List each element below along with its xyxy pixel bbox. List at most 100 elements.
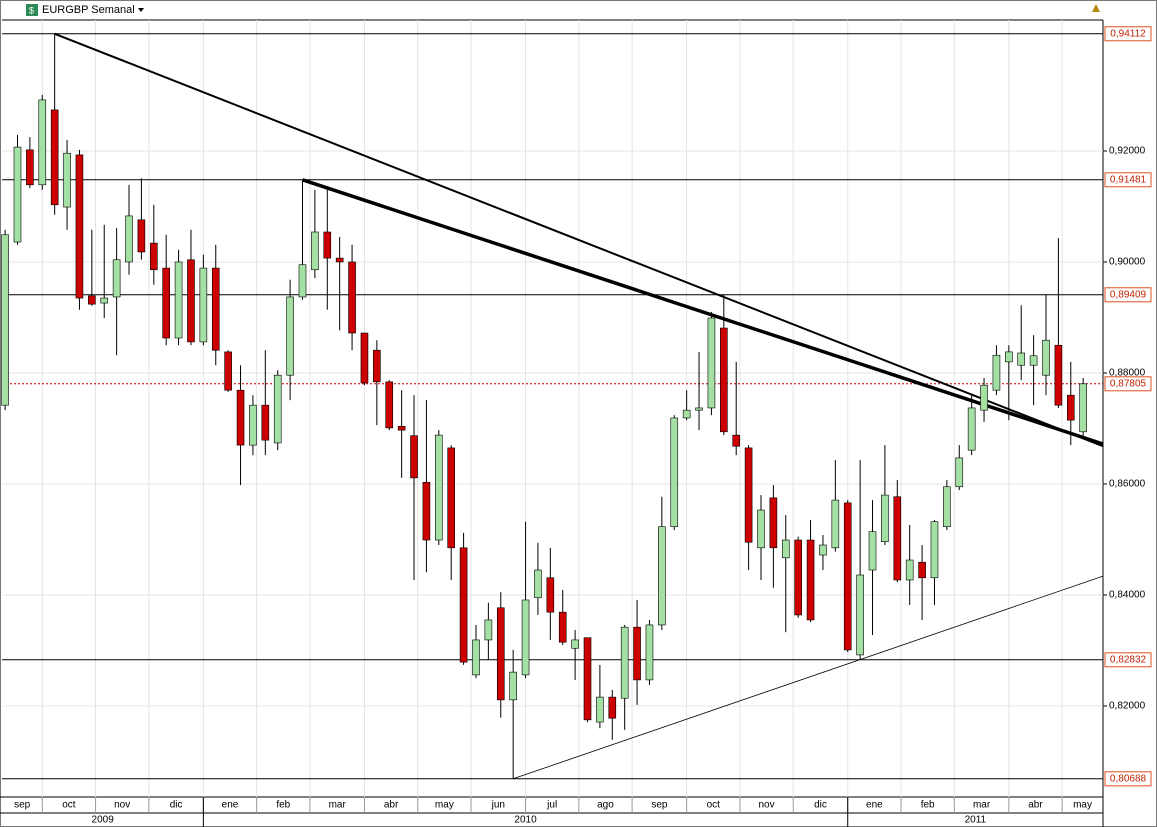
level-box: [1104, 172, 1152, 188]
header: $ EURGBP Semanal: [26, 4, 1100, 16]
candle-body: [397, 425, 406, 431]
candle-body: [534, 569, 542, 599]
level-label: 0,80688: [1110, 773, 1147, 784]
candle-body: [868, 531, 877, 571]
candle-body: [744, 447, 753, 543]
candle-body: [88, 295, 96, 305]
level-label: 0,87805: [1110, 378, 1147, 389]
candle-body: [286, 296, 294, 376]
candle-body: [967, 407, 976, 451]
candle-body: [682, 409, 691, 419]
candle-body: [806, 539, 815, 621]
x-tick-label: mar: [329, 800, 347, 811]
candle-body: [558, 611, 567, 643]
candle-body: [769, 497, 778, 549]
candle-body: [881, 494, 889, 542]
y-tick-label: 0,84000: [1109, 590, 1146, 601]
candle-body: [224, 351, 232, 391]
x-tick-label: abr: [384, 800, 399, 811]
candle-body: [1054, 344, 1063, 406]
x-tick-label: ene: [222, 800, 239, 811]
candle-body: [149, 242, 158, 271]
x-tick-label: abr: [1028, 800, 1043, 811]
candle-body: [670, 417, 679, 528]
candle-body: [781, 539, 790, 559]
candle-body: [707, 317, 716, 409]
candle-body: [26, 149, 34, 186]
year-label: 2011: [965, 815, 987, 826]
candle-body: [980, 384, 988, 411]
candle-body: [63, 152, 71, 208]
y-tick-label: 0,86000: [1109, 479, 1146, 490]
candle-body: [794, 539, 802, 616]
x-tick-label: may: [1073, 800, 1092, 811]
candle-body: [583, 637, 592, 721]
candle-body: [633, 626, 641, 681]
candle-body: [360, 332, 369, 384]
candle-body: [596, 696, 604, 723]
candle-body: [521, 599, 530, 676]
candle-body: [918, 561, 926, 579]
icon-glyph: $: [29, 5, 34, 15]
candle-body: [75, 154, 84, 299]
candle-body: [13, 146, 22, 243]
x-tick-label: feb: [921, 800, 935, 811]
candle-body: [385, 381, 394, 429]
candle-body: [261, 404, 270, 441]
candle-body: [373, 349, 381, 383]
x-tick-label: ago: [597, 800, 614, 811]
x-tick-label: ene: [866, 800, 883, 811]
candle-body: [174, 261, 183, 339]
candle-body: [905, 559, 914, 581]
candle-body: [410, 435, 418, 479]
y-tick-label: 0,92000: [1109, 146, 1146, 157]
x-tick-label: feb: [276, 800, 290, 811]
candle-body: [422, 482, 431, 541]
symbol-icon: [26, 4, 38, 16]
candle-body: [955, 457, 964, 488]
level-label: 0,94112: [1110, 28, 1146, 39]
level-label: 0,82832: [1110, 654, 1147, 665]
candle-body: [893, 496, 902, 581]
candle-body: [38, 99, 47, 186]
candle-body: [819, 544, 827, 556]
candle-body: [1066, 394, 1075, 421]
corner-icon[interactable]: [1092, 4, 1100, 12]
x-tick-label: dic: [814, 800, 827, 811]
candle-body: [335, 257, 344, 263]
candle-body: [831, 499, 840, 549]
x-tick-label: oct: [62, 800, 76, 811]
candle-body: [484, 619, 493, 641]
x-tick-label: oct: [707, 800, 721, 811]
candle-body: [112, 259, 121, 298]
candle-body: [187, 259, 195, 343]
candle-body: [199, 267, 208, 343]
candle-body: [435, 434, 443, 541]
candle-body: [720, 327, 728, 433]
trend-line: [513, 575, 1104, 780]
candle-body: [1, 234, 9, 406]
level-box: [1104, 287, 1152, 303]
candle-body: [459, 547, 468, 663]
dropdown-arrow[interactable]: [138, 8, 144, 12]
candle-body: [1079, 383, 1087, 433]
candle-body: [1029, 355, 1038, 366]
x-tick-label: dic: [170, 800, 183, 811]
candle-body: [608, 696, 617, 719]
candle-body: [323, 231, 332, 259]
candle-body: [509, 671, 517, 701]
candle-body: [236, 389, 245, 446]
candle-body: [162, 267, 170, 339]
candle-body: [137, 219, 146, 253]
candle-body: [211, 267, 220, 351]
candle-body: [50, 109, 59, 206]
trend-line: [54, 32, 1104, 448]
level-label: 0,91481: [1110, 174, 1147, 185]
x-tick-label: may: [435, 800, 454, 811]
chart-title: EURGBP Semanal: [42, 4, 135, 16]
candle-body: [311, 231, 319, 271]
candle-body: [1005, 351, 1013, 363]
level-box: [1104, 376, 1152, 392]
candle-body: [249, 404, 257, 446]
